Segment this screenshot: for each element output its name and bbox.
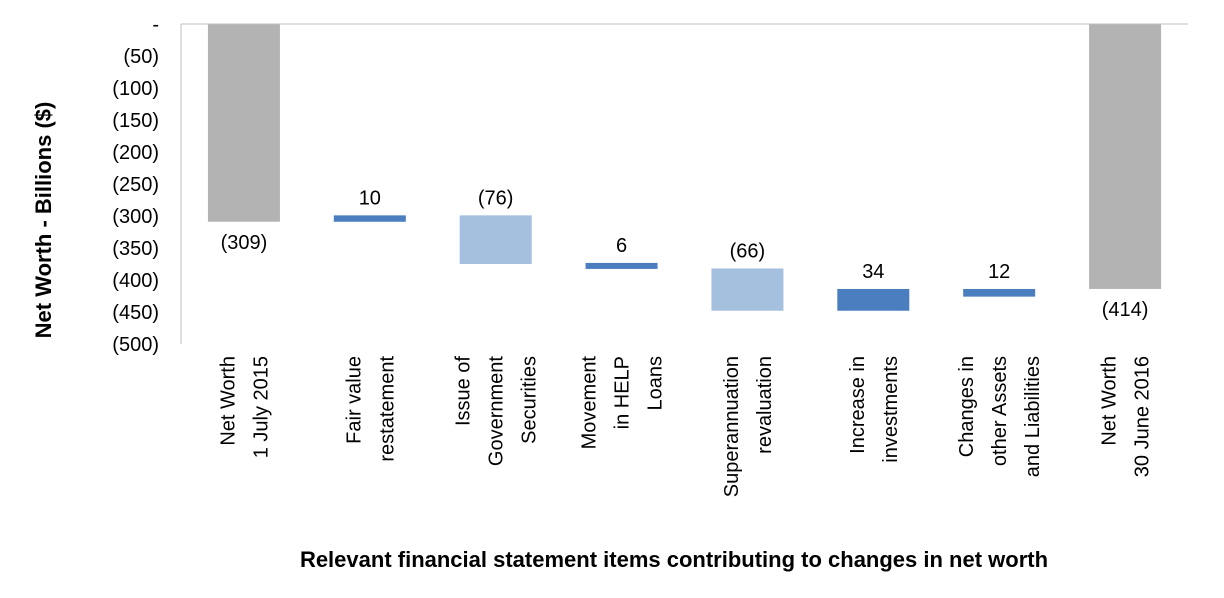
- category-label: Government: [486, 356, 508, 466]
- data-label: (66): [730, 240, 766, 262]
- category-label: Fair value: [343, 356, 365, 444]
- category-label: Net Worth: [1099, 356, 1121, 446]
- data-labels: (309) 10 (76) 6 (66) 34 12 (414): [221, 187, 1149, 321]
- category-label: Increase in: [847, 356, 869, 454]
- data-label: 10: [359, 187, 381, 209]
- category-label: Movement: [579, 356, 601, 450]
- y-tick-label: (450): [112, 302, 159, 324]
- data-label: 34: [862, 261, 884, 283]
- category-label: 1 July 2015: [250, 356, 272, 458]
- bars-layer: [207, 24, 1162, 311]
- category-label: Superannuation: [721, 356, 743, 497]
- bar-total: [207, 24, 280, 222]
- category-label: investments: [880, 356, 902, 463]
- bar-increase: [333, 215, 406, 222]
- data-label: 6: [616, 235, 627, 257]
- category-label: Net Worth: [217, 356, 239, 446]
- y-tick-label: (50): [123, 46, 159, 68]
- category-label: 30 June 2016: [1132, 356, 1154, 477]
- bar-increase: [837, 288, 910, 311]
- category-label: other Assets: [989, 356, 1011, 466]
- category-label: Securities: [519, 356, 541, 444]
- category-label: Issue of: [453, 356, 475, 426]
- y-tick-label: -: [152, 14, 159, 36]
- y-tick-label: (250): [112, 174, 159, 196]
- y-tick-label: (150): [112, 110, 159, 132]
- data-label: (309): [221, 232, 268, 254]
- category-label: in HELP: [612, 356, 634, 429]
- y-tick-label: (300): [112, 206, 159, 228]
- y-tick-label: (500): [112, 334, 159, 356]
- category-label: and Liabilities: [1022, 356, 1044, 477]
- y-tick-label: (350): [112, 238, 159, 260]
- y-tick-label: (400): [112, 270, 159, 292]
- bar-increase: [963, 288, 1036, 297]
- bar-total: [1089, 24, 1162, 289]
- category-labels: Net Worth 1 July 2015 Fair value restatemen…: [217, 356, 1153, 498]
- data-label: 12: [988, 261, 1010, 283]
- y-tick-labels: - (50) (100) (150) (200) (250) (300) (350) (400)…: [112, 14, 159, 356]
- bar-increase: [585, 262, 658, 269]
- category-label: Changes in: [956, 356, 978, 457]
- data-label: (414): [1102, 299, 1149, 321]
- category-label: Loans: [645, 356, 667, 411]
- category-label: restatement: [376, 356, 398, 462]
- bar-decrease: [459, 215, 532, 264]
- category-label: revaluation: [754, 356, 776, 454]
- y-tick-label: (200): [112, 142, 159, 164]
- data-label: (76): [478, 187, 514, 209]
- y-tick-label: (100): [112, 78, 159, 100]
- x-axis-title: Relevant financial statement items contr…: [300, 547, 1048, 572]
- y-axis-title: Net Worth - Billions ($): [31, 102, 56, 339]
- bar-decrease: [711, 268, 784, 311]
